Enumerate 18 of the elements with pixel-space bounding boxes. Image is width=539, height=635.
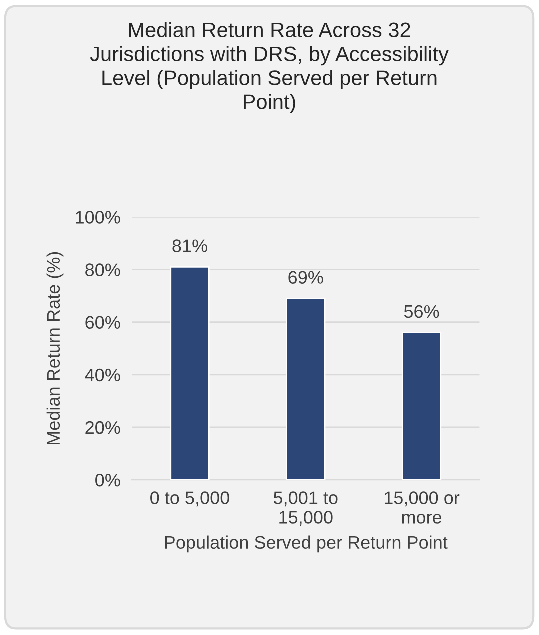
x-tick-label: 15,000 or more (385, 492, 460, 524)
data-label: 56% (404, 305, 440, 318)
data-label: 81% (172, 240, 208, 252)
y-tick-label: 40% (85, 368, 120, 382)
y-tick-label: 20% (86, 421, 120, 434)
bar (286, 298, 326, 480)
y-tick-label: 100% (76, 211, 120, 224)
x-tick-label: 5,001 to 15,000 (274, 492, 338, 526)
x-tick-label: 0 to 5,000 (150, 492, 230, 507)
y-tick-label: 0% (96, 474, 120, 487)
y-tick-label: 60% (86, 316, 120, 330)
bar (170, 266, 210, 480)
data-label: 69% (288, 271, 324, 284)
chart-title: Median Return Rate Across 32 Jurisdictions with DRS, by Accessibility Level (Population Served per Return Point) (90, 22, 449, 114)
bar (402, 332, 442, 480)
y-axis-title: Median Return Rate (%) (46, 252, 64, 444)
y-tick-label: 80% (86, 264, 120, 276)
x-axis-title: Population Served per Return Point (165, 536, 448, 553)
